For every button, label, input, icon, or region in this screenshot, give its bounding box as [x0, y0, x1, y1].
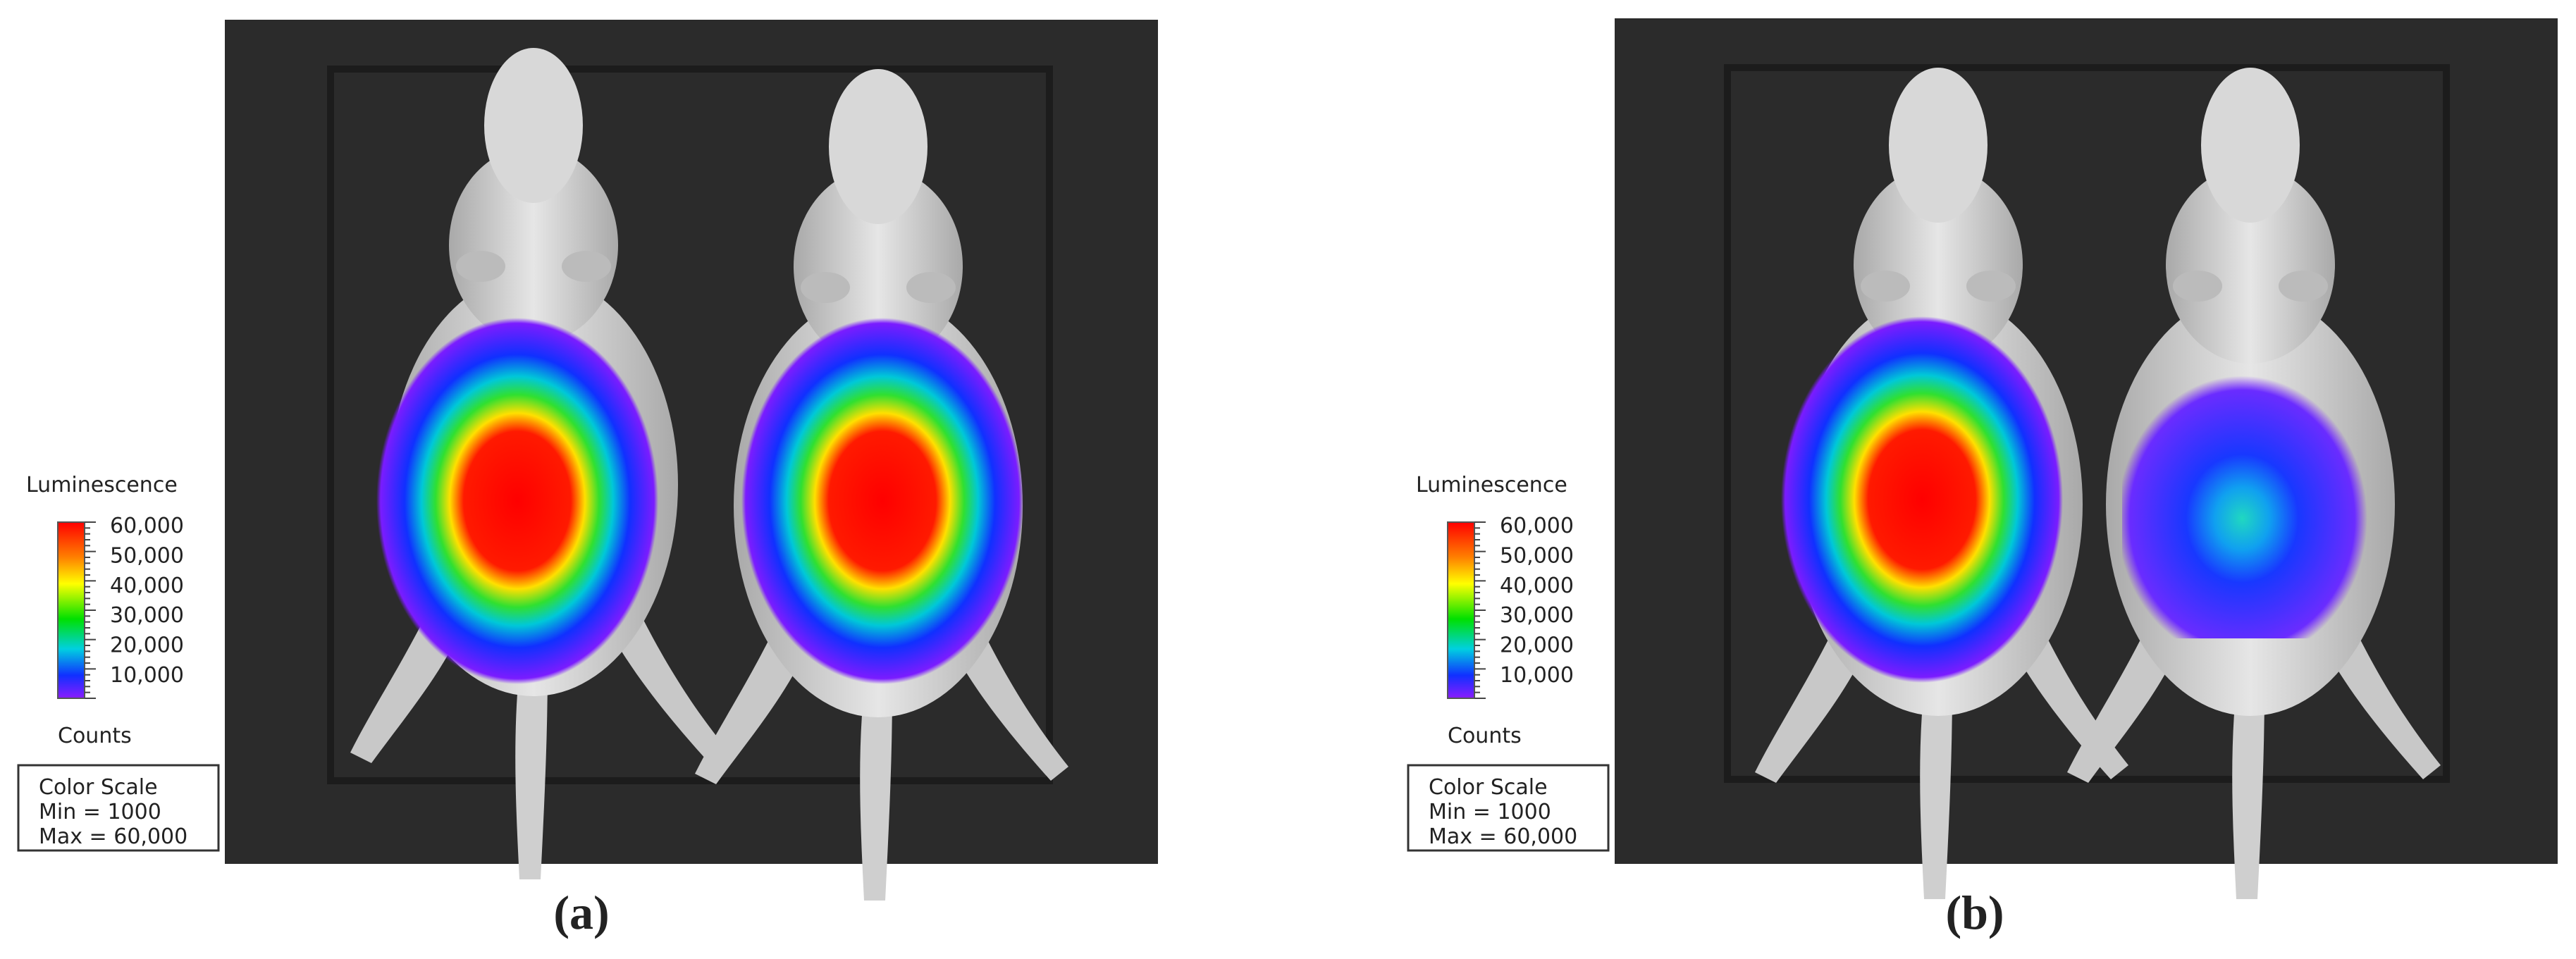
- color-bar-label: 20,000: [1500, 633, 1574, 658]
- panel-label: (b): [1945, 886, 2004, 939]
- scale-box-line: Max = 60,000: [39, 824, 187, 849]
- color-bar-label: 10,000: [1500, 663, 1574, 688]
- luminescence-signal: [741, 318, 1023, 684]
- legend-unit: Counts: [1448, 724, 1522, 748]
- color-bar: [1447, 521, 1475, 699]
- legend-unit: Counts: [58, 724, 132, 748]
- scale-box-line: Max = 60,000: [1429, 824, 1577, 849]
- color-bar-label: 40,000: [1500, 574, 1574, 598]
- scale-box-line: Color Scale: [39, 775, 158, 800]
- color-bar-label: 40,000: [110, 574, 184, 598]
- luminescence-signal: [2122, 353, 2372, 638]
- scale-box-line: Min = 1000: [39, 800, 161, 824]
- legend-group: Luminescence 60,000 50,000 40,000 30,000 20,0…: [17, 473, 220, 852]
- color-bar-label: 50,000: [1500, 543, 1574, 568]
- legend-title: Luminescence: [26, 473, 178, 497]
- scale-box-line: Color Scale: [1429, 775, 1548, 800]
- color-bar-label: 20,000: [110, 633, 184, 658]
- color-bar-label: 60,000: [110, 514, 184, 538]
- scale-box-line: Min = 1000: [1429, 800, 1551, 824]
- stage-outline: [327, 66, 1053, 784]
- luminescence-signal: [1781, 316, 2063, 683]
- luminescence-signal: [376, 318, 658, 684]
- color-bar-label: 60,000: [1500, 514, 1574, 538]
- color-bar: [57, 521, 85, 699]
- legend-title: Luminescence: [1416, 473, 1567, 497]
- image-panel: [1615, 18, 2558, 899]
- color-bar-label: 30,000: [110, 603, 184, 628]
- panel-label: (a): [553, 886, 609, 939]
- scale-box: [17, 764, 220, 852]
- color-bar-label: 30,000: [1500, 603, 1574, 628]
- color-bar-label: 50,000: [110, 543, 184, 568]
- image-panel: [225, 20, 1158, 901]
- color-bar-label: 10,000: [110, 663, 184, 688]
- legend-group: Luminescence 60,000 50,000 40,000 30,000 20,0…: [1407, 473, 1610, 852]
- scale-box: [1407, 764, 1610, 852]
